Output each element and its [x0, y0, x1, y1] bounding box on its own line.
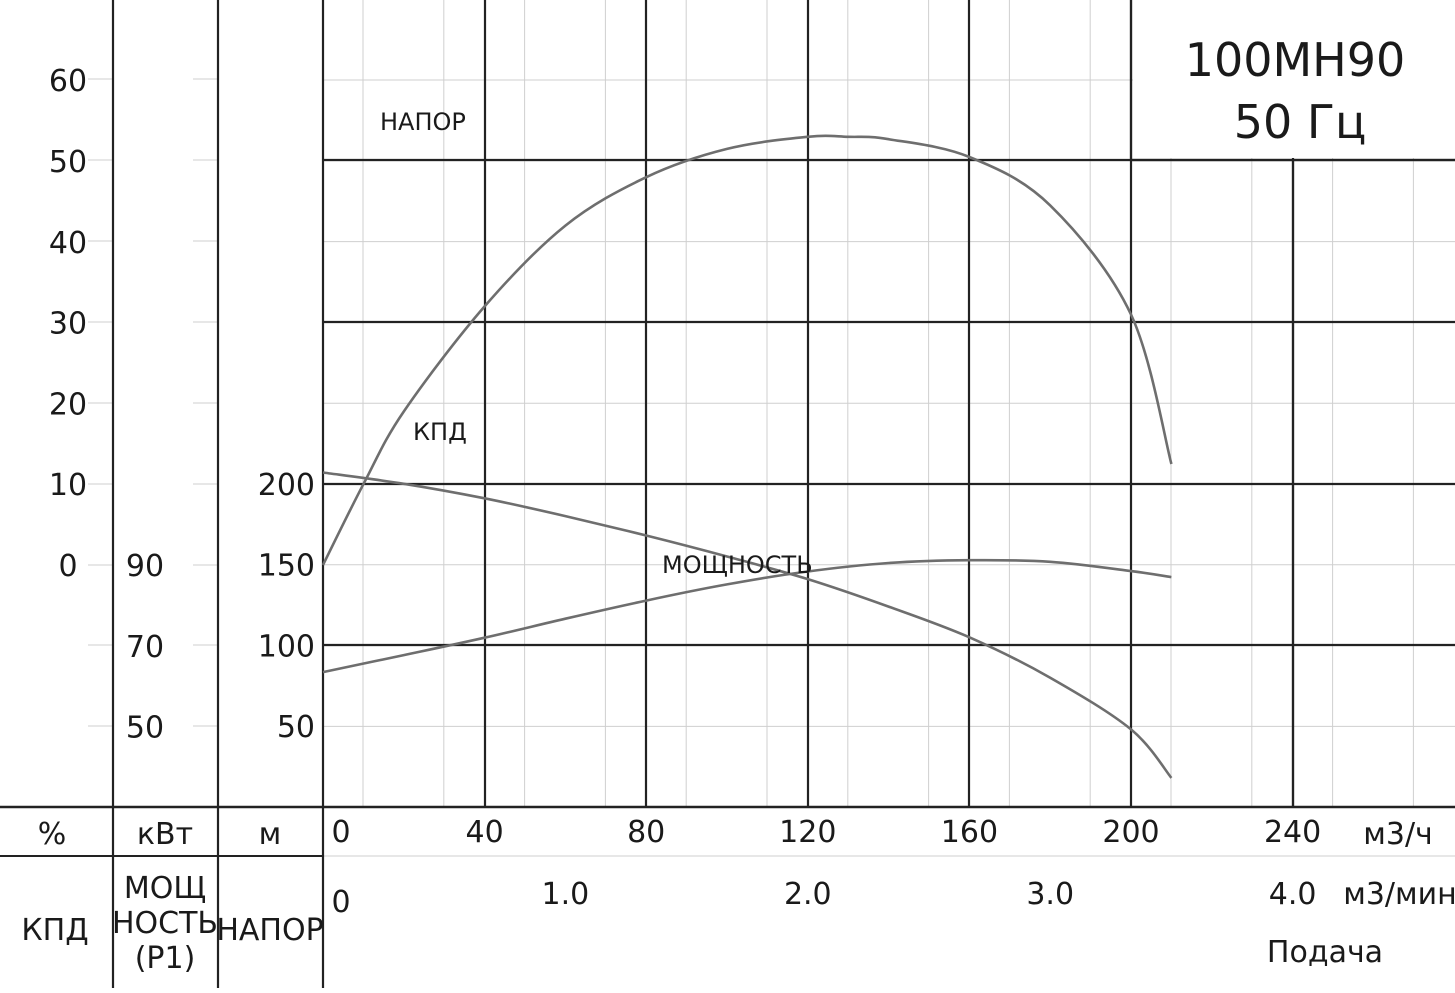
x-axis-unit-label: м3/ч [1363, 817, 1433, 852]
power-tick-label: 70 [126, 630, 164, 665]
x-tick-label: 200 [1102, 815, 1159, 850]
efficiency-tick-label: 20 [49, 387, 87, 422]
efficiency-tick-label: 50 [49, 145, 87, 180]
power-axis-name-line-1: МОЩ [124, 871, 206, 906]
power-tick-label: 90 [126, 549, 164, 584]
tick-labels: 0 10 20 30 40 50 60 50 70 90 50 100 150 200 0 40 80 120 16… [49, 64, 1321, 920]
x-tick-label: 160 [941, 815, 998, 850]
series-curves [321, 134, 1173, 779]
efficiency-curve [321, 134, 1173, 566]
power-axis-name-line-2: НОСТЬ [112, 906, 218, 941]
x2-tick-label: 4.0 [1269, 877, 1317, 912]
power-axis-name-line-3: (P1) [135, 941, 196, 976]
efficiency-tick-label: 40 [49, 226, 87, 261]
x-tick-label: 40 [466, 815, 504, 850]
efficiency-unit-label: % [38, 817, 67, 852]
series-labels: НАПОР КПД МОЩНОСТЬ [380, 108, 813, 579]
chart-subtitle: 50 Гц [1234, 95, 1367, 149]
efficiency-tick-label: 60 [49, 64, 87, 99]
x2-tick-label: 3.0 [1026, 877, 1074, 912]
x2-tick-label: 1.0 [542, 877, 590, 912]
x-tick-label: 0 [331, 815, 350, 850]
efficiency-tick-label: 10 [49, 468, 87, 503]
head-axis-name: НАПОР [216, 913, 323, 948]
x-tick-label: 120 [779, 815, 836, 850]
x2-axis-unit-label: м3/мин [1343, 877, 1455, 912]
power-curve [322, 558, 1172, 674]
power-curve-label: МОЩНОСТЬ [662, 551, 813, 579]
efficiency-curve-label: КПД [413, 418, 467, 446]
x-tick-label: 80 [627, 815, 665, 850]
head-tick-label: 50 [277, 710, 315, 745]
major-grid [323, 0, 1455, 807]
x2-tick-label: 0 [331, 885, 350, 920]
efficiency-tick-label: 0 [58, 549, 77, 584]
x2-tick-label: 2.0 [784, 877, 832, 912]
head-curve [322, 471, 1173, 779]
chart-title: 100MH90 [1185, 33, 1406, 87]
x2-axis-caption: Подача [1267, 935, 1383, 970]
efficiency-tick-label: 30 [49, 307, 87, 342]
power-unit-label: кВт [137, 817, 193, 852]
power-tick-label: 50 [126, 711, 164, 746]
head-curve-label: НАПОР [380, 108, 466, 136]
head-tick-label: 100 [258, 629, 315, 664]
efficiency-axis-name: КПД [21, 913, 88, 948]
head-tick-label: 150 [258, 549, 315, 584]
x-tick-label: 240 [1264, 815, 1321, 850]
title-box [1133, 0, 1455, 158]
head-unit-label: м [259, 817, 282, 852]
head-tick-label: 200 [258, 468, 315, 503]
